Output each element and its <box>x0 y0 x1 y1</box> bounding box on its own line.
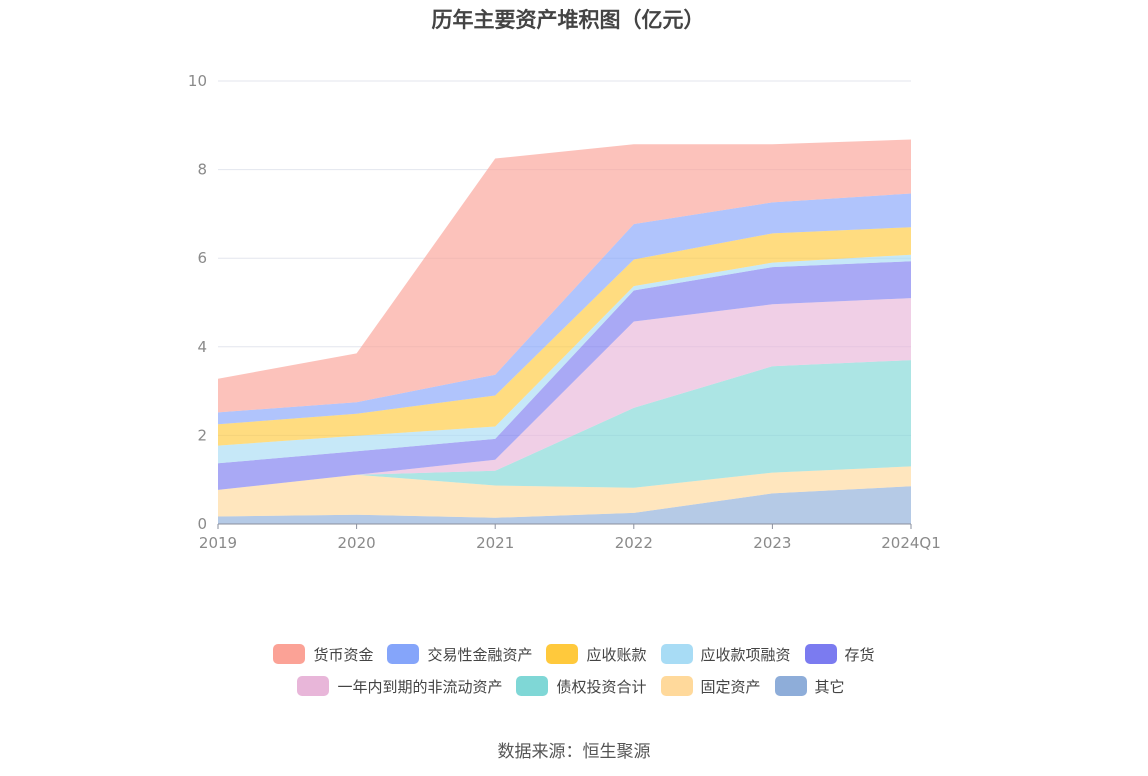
legend-row: 一年内到期的非流动资产 债权投资合计 固定资产 其它 <box>0 670 1148 702</box>
chart-title: 历年主要资产堆积图（亿元） <box>431 8 705 32</box>
axes: 0 2 4 6 8 10 2019 2020 2021 2022 2023 2024Q1 <box>188 72 941 552</box>
data-source: 数据来源：恒生聚源 <box>497 742 651 762</box>
y-tick-label: 10 <box>188 72 207 90</box>
legend-label: 应收款项融资 <box>700 645 791 664</box>
legend-item[interactable]: 交易性金融资产 <box>387 644 532 665</box>
legend-swatch <box>273 644 306 664</box>
legend-item[interactable]: 其它 <box>774 676 845 697</box>
area-固定资产 <box>218 466 911 518</box>
x-tick-label: 2021 <box>476 534 514 552</box>
y-tick-label: 8 <box>197 161 207 179</box>
y-tick-label: 2 <box>197 426 207 444</box>
legend-swatch <box>660 676 693 696</box>
legend-label: 应收账款 <box>586 645 647 664</box>
area-应收款项融资 <box>218 254 911 464</box>
area-应收账款 <box>218 227 911 446</box>
area-交易性金融资产 <box>218 193 911 425</box>
legend-row: 货币资金 交易性金融资产 应收账款 应收款项融资 存货 <box>0 638 1148 670</box>
legend-label: 货币资金 <box>313 645 374 664</box>
legend-item[interactable]: 应收账款 <box>546 644 647 665</box>
legend-swatch <box>774 676 807 696</box>
y-tick-label: 6 <box>197 249 207 267</box>
legend-swatch <box>516 676 549 696</box>
legend-label: 存货 <box>844 645 875 664</box>
legend-item[interactable]: 存货 <box>804 644 875 665</box>
legend-item[interactable]: 一年内到期的非流动资产 <box>297 676 502 697</box>
legend-swatch <box>387 644 420 664</box>
legend-swatch <box>660 644 693 664</box>
area-债权投资合计 <box>218 360 911 490</box>
legend-item[interactable]: 债权投资合计 <box>516 676 647 697</box>
x-tick-label: 2024Q1 <box>881 534 941 552</box>
y-tick-label: 4 <box>197 338 207 356</box>
area-series <box>218 139 911 524</box>
area-一年内到期的非流动资产 <box>218 298 911 490</box>
legend-label: 一年内到期的非流动资产 <box>337 677 503 696</box>
legend-label: 债权投资合计 <box>556 677 647 696</box>
legend-item[interactable]: 货币资金 <box>273 644 373 665</box>
legend-swatch <box>297 676 330 696</box>
legend-item[interactable]: 固定资产 <box>660 676 761 697</box>
y-tick-label: 0 <box>197 515 207 533</box>
x-tick-label: 2022 <box>615 534 653 552</box>
legend-label: 固定资产 <box>700 677 761 696</box>
area-货币资金 <box>218 139 911 413</box>
legend-label: 交易性金融资产 <box>427 645 533 664</box>
area-其它 <box>218 486 911 524</box>
legend-swatch <box>804 644 837 664</box>
legend-swatch <box>546 644 579 664</box>
x-tick-label: 2019 <box>199 534 237 552</box>
legend-label: 其它 <box>814 677 845 696</box>
area-存货 <box>218 261 911 490</box>
chart-plot: 0 2 4 6 8 10 2019 2020 2021 2022 2023 2024Q1 <box>188 72 941 552</box>
legend-item[interactable]: 应收款项融资 <box>660 644 791 665</box>
legend: 货币资金 交易性金融资产 应收账款 应收款项融资 存货 一年内到期的非流动资产 债权投资合… <box>0 638 1148 702</box>
x-tick-label: 2020 <box>338 534 376 552</box>
x-tick-label: 2023 <box>753 534 791 552</box>
